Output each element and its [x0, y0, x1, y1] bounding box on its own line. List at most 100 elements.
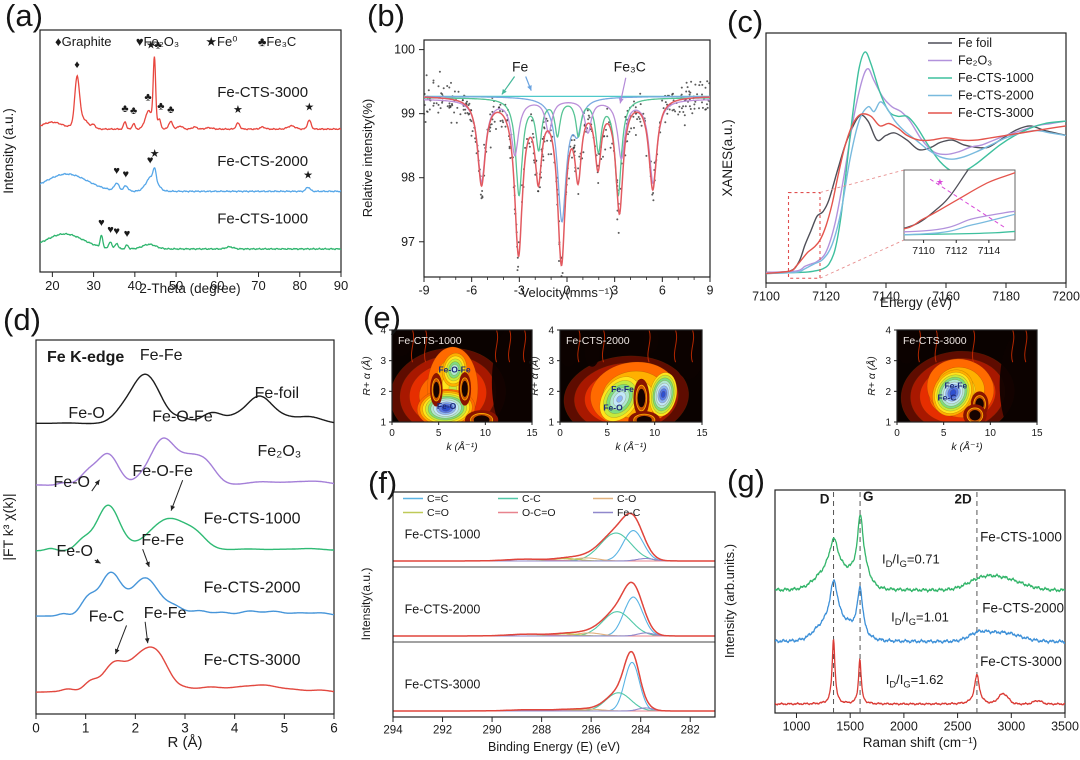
tick-label: 6: [659, 284, 666, 298]
annotation: Fe-O-Fe: [132, 463, 193, 480]
envelope-Fe-CTS-1000: [393, 512, 715, 562]
ratio-label: ID/IG=1.01: [891, 610, 949, 628]
tick-label: 7200: [1052, 290, 1080, 304]
tick-label: 60: [210, 278, 224, 293]
tick-label: 1500: [836, 720, 864, 734]
peak-marker: ♥: [98, 217, 105, 229]
band-label: 2D: [955, 491, 973, 506]
inset-frame: [903, 169, 1016, 241]
series-Fe2O3: [766, 67, 1066, 273]
sample-label: Fe-CTS-2000: [982, 601, 1064, 616]
x-axis-label: Velocity(mms⁻¹): [521, 285, 614, 300]
legend-entry: C=O: [427, 507, 449, 519]
series-Fe-CTS-3000: [775, 638, 1065, 706]
tick-label: 3: [885, 356, 891, 367]
x-axis-label: k (Å⁻¹): [446, 440, 477, 453]
tick-label: 7160: [932, 290, 960, 304]
peak-marker: ★: [150, 148, 160, 160]
tick-label: 7100: [752, 290, 780, 304]
annotation: Fe-O: [57, 543, 93, 560]
sample-label: Fe-CTS-1000: [980, 529, 1062, 544]
inset-tick-label: 7114: [978, 245, 1001, 257]
tick-label: -9: [418, 284, 429, 298]
panel-f: (f) Fe-CTS-1000 Fe-CTS-2000 Fe-CTS-3000 294…: [359, 465, 720, 760]
panel-b-letter: (b): [367, 0, 405, 33]
panel-d-canvas: 0 1 2 3 4 5 6 R (Å) |FT k³ χ(k)| Fe K-edge Fe-Fe Fe…: [0, 339, 338, 751]
tick-label: 292: [433, 725, 452, 737]
tick-label: -3: [514, 284, 525, 298]
panel-c-letter: (c): [727, 4, 764, 39]
plot-frame: [392, 491, 716, 718]
wt-title: Fe-CTS-1000: [398, 335, 462, 347]
peak-marker: ♥: [107, 224, 114, 236]
annotation: Fe-CTS-1000: [204, 510, 301, 527]
tick-label: 5: [436, 428, 442, 439]
peak-marker: ♥: [124, 228, 131, 240]
y-axis-label: Relative intensity(%): [360, 99, 375, 218]
annotation: Fe-Fe: [611, 384, 634, 394]
legend-entry: ★Fe⁰: [205, 34, 237, 49]
annotation: Fe-C: [89, 608, 125, 625]
series-Fe2O3: [36, 437, 334, 486]
legend-entry: Fe-C: [617, 507, 641, 519]
series-Fe-sextet: [424, 97, 710, 198]
series-Fe-CTS-2000: [766, 101, 1066, 275]
peak-marker: ♣: [154, 39, 161, 51]
sample-label: Fe-CTS-2000: [217, 153, 308, 170]
tick-label: 0: [389, 428, 395, 439]
peak-marker: ♣: [157, 101, 164, 113]
panel-e: (e) Fe-CTS-1000 Fe-O-Fe Fe-O 0 5 10 15 1 2 3 4 k (Å…: [360, 300, 1080, 465]
panel-f-canvas: Fe-CTS-1000 Fe-CTS-2000 Fe-CTS-3000 294 292 2…: [359, 491, 716, 754]
legend-entry: ♣Fe₃C: [258, 34, 296, 49]
panel-b-canvas: -9 -6 -3 0 3 6 9 97 98 99 100 Velocity(mms⁻¹) Relati…: [360, 39, 714, 300]
star-marker: ★: [936, 177, 944, 187]
tick-label: 70: [251, 278, 265, 293]
series-Fe-CTS-3000: [36, 646, 334, 693]
tick-label: 100: [394, 43, 415, 57]
tick-label: 3500: [1051, 720, 1079, 734]
sample-label: Fe-CTS-1000: [405, 528, 481, 542]
tick-label: 10: [985, 428, 997, 439]
tick-label: 2: [885, 387, 891, 398]
y-axis-label: XANES(a.u.): [720, 119, 735, 196]
annotation: Fe₂O₃: [257, 443, 301, 460]
plot-frame: [896, 329, 1038, 423]
tick-label: 15: [1031, 428, 1043, 439]
component-C-C: [393, 692, 715, 712]
tick-label: 3000: [997, 720, 1025, 734]
tick-label: 40: [128, 278, 142, 293]
series-Fe-CTS-2000: [36, 571, 334, 617]
annotation: Fe₃C: [614, 58, 646, 74]
tick-label: 2: [132, 721, 140, 736]
ratio-label: ID/IG=0.71: [882, 552, 940, 570]
tick-label: 1: [380, 418, 386, 429]
plot-frame: [39, 29, 342, 273]
annotation: Fe-CTS-2000: [204, 579, 301, 596]
legend-entry: ♦Graphite: [55, 34, 112, 49]
tick-label: 5: [605, 428, 611, 439]
legend-entry: ♥Fe₂O₃: [136, 34, 179, 49]
tick-label: 1: [548, 418, 554, 429]
x-axis-label: Energy (eV): [880, 295, 952, 310]
tick-label: 10: [480, 428, 492, 439]
panel-e-letter: (e): [363, 300, 401, 335]
tick-label: 4: [548, 326, 554, 337]
wt-title: Fe-CTS-3000: [903, 335, 967, 347]
panel-a-letter: (a): [5, 0, 43, 33]
series-Fe-CTS-1000: [40, 232, 341, 251]
legend-entry: O-C=O: [522, 507, 556, 519]
tick-label: 97: [401, 235, 415, 249]
tick-label: 0: [564, 284, 571, 298]
tick-label: 50: [169, 278, 183, 293]
plot-frame: [774, 489, 1066, 714]
panel-d: (d) 0 1 2 3 4 5 6 R (Å) |FT k³ χ(k)| Fe K-edge Fe-…: [0, 300, 350, 760]
plot-frame: [391, 329, 533, 423]
series-fit: [424, 96, 710, 267]
tick-label: -6: [466, 284, 477, 298]
annotation: Fe-Fe: [944, 380, 967, 390]
tick-label: 15: [696, 428, 708, 439]
peak-marker: ♣: [121, 103, 128, 115]
peak-marker: ★: [233, 104, 243, 116]
tick-label: 3: [380, 356, 386, 367]
